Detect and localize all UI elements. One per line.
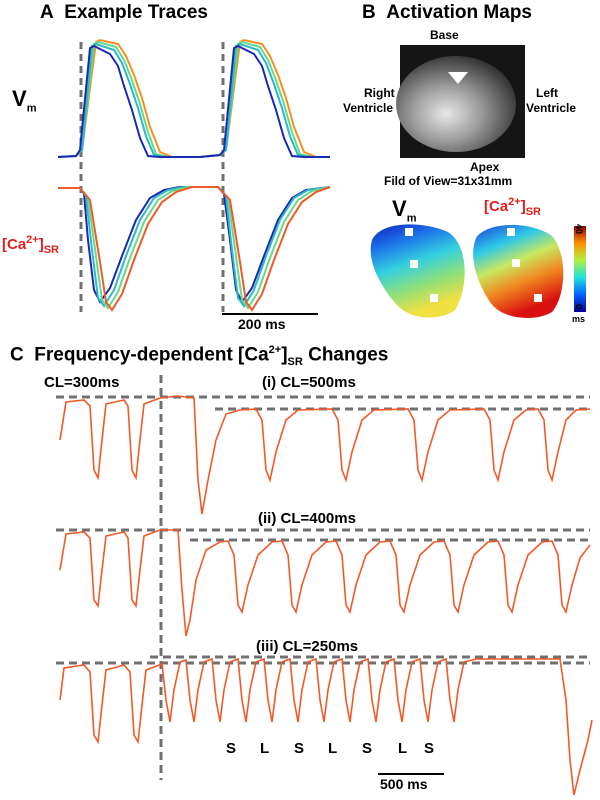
panel-a-title: A Example Traces — [40, 2, 208, 24]
ca-traces — [58, 186, 331, 312]
vm-map-marker-3 — [430, 294, 438, 302]
heart-base-label: Base — [430, 28, 459, 42]
vm-trace-4 — [57, 44, 330, 158]
map-vm-label: Vm — [392, 196, 416, 224]
ca-label-sup: 2+ — [26, 234, 39, 246]
trace-row-i — [59, 395, 591, 515]
ca-label-pre: [Ca — [2, 236, 27, 253]
colorbar — [574, 226, 586, 312]
ca-trace-3 — [58, 186, 331, 310]
panel-b-title-text: Activation Maps — [386, 2, 532, 23]
heart-right-label-1: Right — [364, 86, 395, 100]
field-of-view-label: Fild of View=31x31mm — [384, 174, 513, 188]
sl-label: S — [424, 740, 435, 757]
vm-activation-map — [370, 224, 465, 318]
ca-map-marker-1 — [507, 228, 515, 236]
vm-trace-2 — [57, 40, 330, 158]
ca-map-marker-3 — [534, 294, 542, 302]
panel-c-title: C Frequency-dependent [Ca2+]SR Changes — [10, 344, 388, 368]
sl-label: S — [362, 740, 373, 757]
map-ca-sup: 2+ — [508, 196, 521, 208]
map-ca-sub: SR — [525, 206, 541, 218]
vm-row-label: Vm — [12, 86, 36, 114]
trace-row-ii — [59, 529, 591, 637]
panel-b-letter: B — [362, 2, 376, 23]
map-ca-label: [Ca2+]SR — [484, 196, 541, 218]
ca-row-label: [Ca2+]SR — [2, 234, 59, 256]
ca-map-marker-2 — [512, 259, 520, 267]
row-cl300-label: CL=300ms — [44, 374, 120, 391]
vm-map-marker-2 — [410, 260, 418, 268]
ca-trace-4 — [58, 186, 331, 312]
scalebar-c-label: 500 ms — [380, 776, 428, 792]
arrowhead-marker — [448, 72, 468, 84]
heart-right-label-2: Ventricle — [343, 101, 394, 115]
scalebar-a-label: 200 ms — [238, 316, 286, 332]
row-iii-label: (iii) CL=250ms — [256, 638, 359, 655]
panel-b-title: B Activation Maps — [362, 2, 532, 24]
panel-c-title-pre: Frequency-dependent [Ca — [34, 344, 269, 366]
heart-image — [396, 56, 516, 152]
vm-traces — [57, 38, 330, 158]
panel-c-title-post: ] — [281, 344, 288, 366]
heart-left-label-1: Left — [536, 86, 558, 100]
row-ii-label: (ii) CL=400ms — [258, 510, 356, 527]
colorbar-min-label: 0 — [574, 304, 584, 310]
map-vm-main: V — [392, 196, 407, 221]
colorbar-max-label: 40 — [574, 224, 584, 235]
panel-a-letter: A — [40, 2, 54, 23]
panel-c-letter: C — [10, 344, 24, 366]
heart-apex-label: Apex — [470, 160, 500, 174]
ca-label-post: ] — [38, 236, 44, 253]
ca-label-sub: SR — [43, 244, 59, 256]
panel-c-title-sup: 2+ — [268, 344, 282, 356]
panel-c-title-sub: SR — [287, 356, 303, 369]
map-ca-pre: [Ca — [484, 198, 509, 215]
sl-label: L — [328, 740, 338, 757]
panel-a-title-text: Example Traces — [64, 2, 208, 23]
sl-label: S — [226, 740, 237, 757]
heart-left-label-2: Ventricle — [526, 101, 577, 115]
trace-row-iii — [59, 657, 593, 796]
row-i-label: (i) CL=500ms — [262, 374, 356, 391]
vm-label-sub: m — [26, 102, 37, 115]
map-vm-sub: m — [406, 212, 417, 225]
map-ca-post: ] — [520, 198, 526, 215]
vm-map-marker-1 — [405, 228, 413, 236]
vm-trace-3 — [57, 42, 330, 158]
sl-label: L — [260, 740, 270, 757]
vm-label-main: V — [12, 86, 27, 111]
sl-label: L — [398, 740, 408, 757]
ca-trace-2 — [58, 186, 331, 308]
vm-trace-1 — [57, 38, 330, 158]
colorbar-unit-label: ms — [572, 314, 586, 324]
panel-c-horizontal-guides — [56, 395, 590, 665]
panel-c-title-end: Changes — [302, 344, 389, 366]
sl-label: S — [294, 740, 305, 757]
ca-activation-map — [473, 224, 564, 318]
